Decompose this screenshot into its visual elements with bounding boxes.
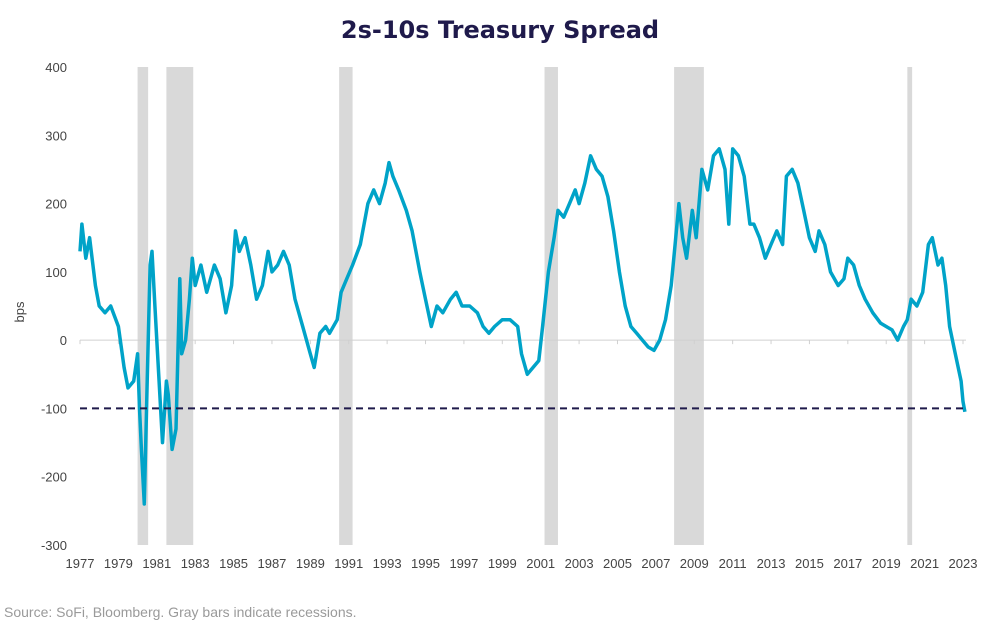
x-tick-label: 1987 (257, 556, 286, 571)
x-tick-label: 1995 (411, 556, 440, 571)
x-tick-label: 1989 (296, 556, 325, 571)
x-tick-label: 2015 (795, 556, 824, 571)
x-tick-label: 1985 (219, 556, 248, 571)
y-axis-label: bps (12, 301, 27, 322)
x-tick-label: 1981 (142, 556, 171, 571)
x-tick-label: 1983 (181, 556, 210, 571)
x-tick-label: 2003 (565, 556, 594, 571)
x-tick-label: 1979 (104, 556, 133, 571)
y-tick-label: 300 (45, 128, 67, 143)
x-tick-label: 2007 (641, 556, 670, 571)
recession-bar (137, 67, 149, 545)
recession-bar (339, 67, 353, 545)
y-ticks: 400 300 200 100 0 -100 -200 -300 (41, 60, 67, 553)
x-tick-label: 1991 (334, 556, 363, 571)
source-note: Source: SoFi, Bloomberg. Gray bars indic… (4, 604, 357, 620)
x-tick-label: 2021 (910, 556, 939, 571)
x-tick-label: 2017 (833, 556, 862, 571)
x-tick-label: 2001 (526, 556, 555, 571)
chart-title: 2s-10s Treasury Spread (340, 16, 660, 44)
x-tick-label: 1997 (449, 556, 478, 571)
y-tick-label: -300 (41, 538, 67, 553)
x-tick-label: 1999 (488, 556, 517, 571)
recession-bar (674, 67, 704, 545)
x-ticks: 1977 1979 1981 1983 1985 1987 1989 1991 1993 1995… (66, 340, 978, 571)
x-tick-label: 1993 (373, 556, 402, 571)
y-tick-label: -200 (41, 470, 67, 485)
x-tick-label: 2019 (872, 556, 901, 571)
y-tick-label: -100 (41, 401, 67, 416)
recession-bar (544, 67, 558, 545)
x-tick-label: 1977 (66, 556, 95, 571)
x-tick-label: 2005 (603, 556, 632, 571)
y-tick-label: 100 (45, 265, 67, 280)
y-tick-label: 400 (45, 60, 67, 75)
x-tick-label: 2009 (680, 556, 709, 571)
x-tick-label: 2011 (719, 556, 747, 571)
y-tick-label: 200 (45, 197, 67, 212)
recession-bars (137, 67, 913, 545)
y-tick-label: 0 (60, 333, 67, 348)
spread-series-line (78, 147, 967, 506)
x-tick-label: 2013 (757, 556, 786, 571)
x-tick-label: 2023 (949, 556, 978, 571)
